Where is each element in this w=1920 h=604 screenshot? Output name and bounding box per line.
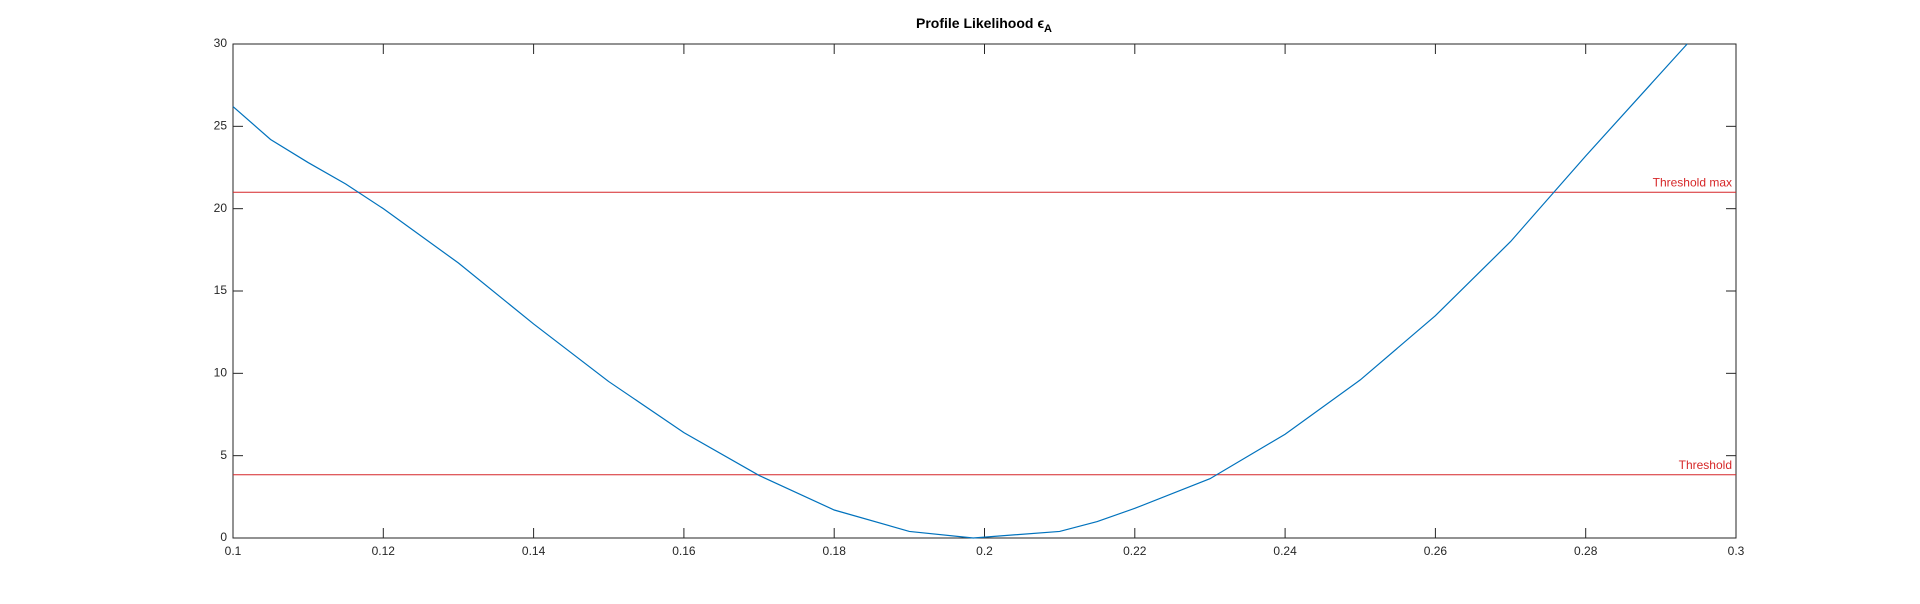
- plot-box: [232, 43, 1737, 539]
- x-tick-label: 0.12: [372, 544, 396, 558]
- threshold-label: Threshold: [1679, 458, 1732, 472]
- x-tick-label: 0.1: [225, 544, 242, 558]
- title-main: Profile Likelihood ϵ: [916, 15, 1044, 31]
- x-tick-label: 0.2: [976, 544, 993, 558]
- y-tick-label: 0: [220, 530, 227, 544]
- line-series: [232, 43, 1688, 539]
- y-tick-label: 15: [214, 283, 228, 297]
- threshold-label: Threshold max: [1653, 175, 1732, 189]
- x-tick-label: 0.26: [1424, 544, 1448, 558]
- y-tick-label: 30: [214, 36, 228, 50]
- x-tick-label: 0.16: [672, 544, 696, 558]
- x-tick-label: 0.28: [1574, 544, 1598, 558]
- x-tick-label: 0.14: [522, 544, 546, 558]
- y-tick-label: 25: [214, 119, 228, 133]
- x-tick-label: 0.18: [823, 544, 847, 558]
- y-tick-label: 5: [220, 448, 227, 462]
- chart-title: Profile Likelihood ϵA: [916, 15, 1052, 35]
- x-tick-label: 0.24: [1273, 544, 1297, 558]
- x-tick-label: 0.22: [1123, 544, 1147, 558]
- x-tick-label: 0.3: [1728, 544, 1745, 558]
- y-tick-label: 20: [214, 201, 228, 215]
- y-tick-label: 10: [214, 366, 228, 380]
- title-subscript: A: [1044, 23, 1052, 35]
